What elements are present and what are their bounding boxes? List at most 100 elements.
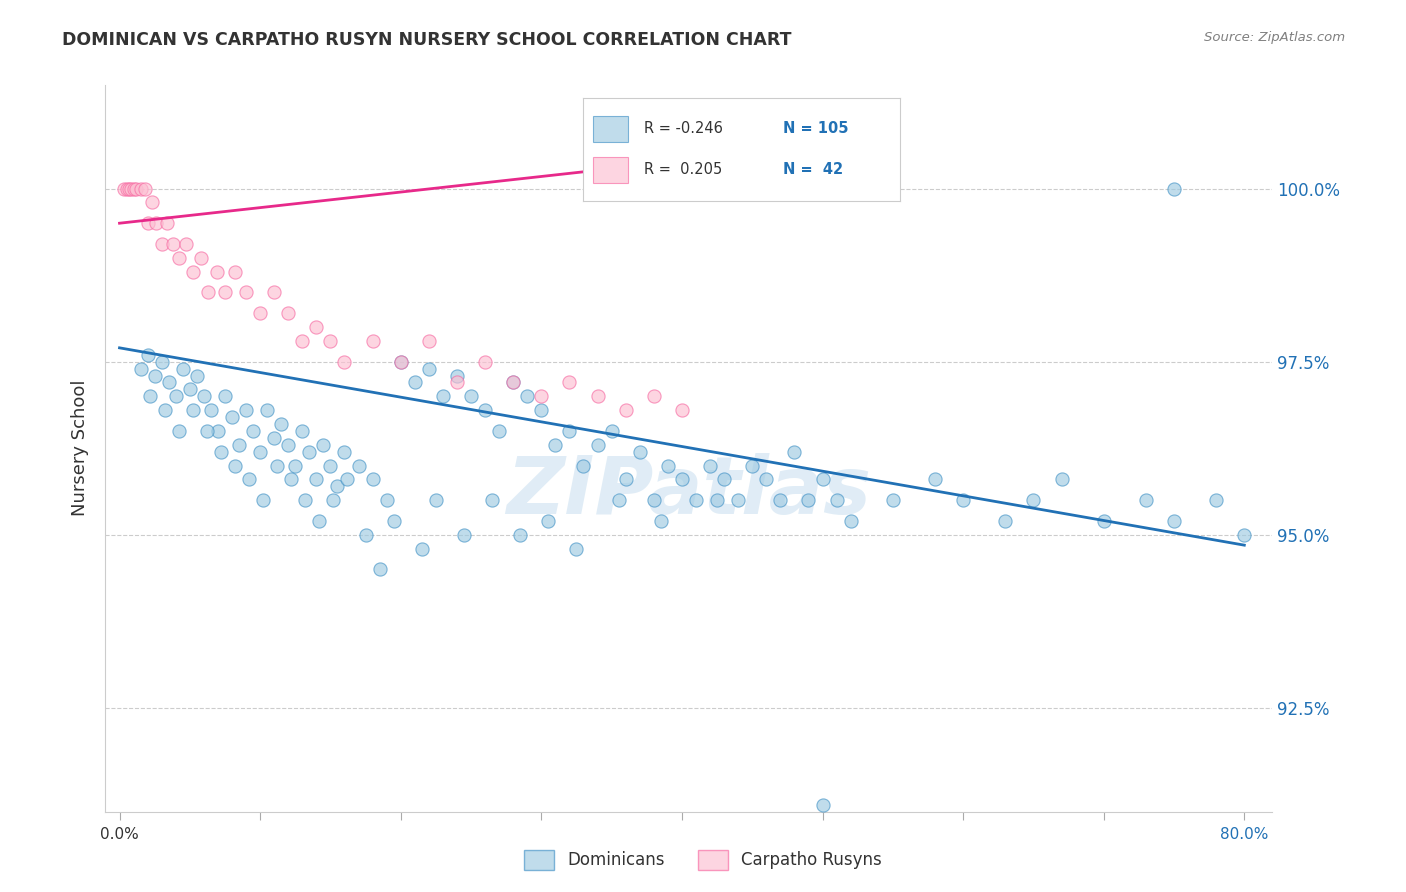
Point (167, 251, 190, 265)
Point (755, 472, 778, 486)
Point (418, 361, 440, 376)
Point (205, 265, 228, 279)
Point (263, 431, 285, 445)
Point (284, 458, 307, 473)
Point (249, 306, 271, 320)
Point (432, 389, 454, 403)
Text: R = -0.246: R = -0.246 (644, 121, 723, 136)
Point (294, 493, 316, 508)
Point (643, 389, 665, 403)
Point (112, 181, 135, 195)
FancyBboxPatch shape (593, 116, 627, 142)
Point (312, 438, 335, 452)
Point (150, 237, 173, 252)
Point (727, 493, 749, 508)
Point (305, 320, 328, 334)
Point (298, 444, 321, 458)
Point (305, 472, 328, 486)
Point (453, 528, 475, 542)
Legend: Dominicans, Carpatho Rusyns: Dominicans, Carpatho Rusyns (517, 843, 889, 877)
Point (713, 472, 735, 486)
Point (193, 389, 215, 403)
Point (614, 472, 637, 486)
Point (235, 285, 257, 300)
Point (1163, 514, 1185, 528)
Point (1135, 493, 1157, 508)
Point (242, 424, 264, 438)
Point (277, 438, 299, 452)
Point (291, 334, 314, 348)
Point (322, 493, 344, 508)
Point (280, 472, 302, 486)
Point (769, 493, 792, 508)
Point (509, 528, 531, 542)
Point (558, 376, 581, 390)
Point (129, 361, 152, 376)
Point (181, 403, 204, 417)
Point (418, 334, 440, 348)
Point (174, 237, 197, 252)
Point (361, 472, 384, 486)
Point (333, 444, 356, 458)
Point (607, 493, 630, 508)
Point (839, 514, 862, 528)
Point (224, 265, 246, 279)
Point (266, 458, 288, 473)
Point (502, 376, 524, 390)
Point (530, 403, 553, 417)
Point (145, 216, 167, 230)
Point (811, 797, 834, 812)
Point (157, 376, 180, 390)
Text: R =  0.205: R = 0.205 (644, 162, 721, 178)
Point (129, 181, 152, 195)
Point (347, 458, 370, 473)
Point (224, 458, 246, 473)
Point (136, 348, 159, 362)
Point (1092, 514, 1115, 528)
Point (165, 389, 187, 403)
Point (474, 354, 496, 368)
Point (544, 438, 567, 452)
Point (411, 541, 433, 556)
Point (143, 368, 166, 383)
Point (179, 383, 201, 397)
Point (336, 472, 359, 486)
Point (783, 444, 806, 458)
Point (122, 181, 145, 195)
Point (209, 444, 232, 458)
Point (125, 181, 148, 195)
Point (249, 444, 271, 458)
Point (460, 389, 482, 403)
Point (952, 493, 974, 508)
Point (1022, 493, 1045, 508)
Y-axis label: Nursery School: Nursery School (72, 380, 90, 516)
Point (139, 389, 162, 403)
Point (153, 403, 176, 417)
Point (118, 181, 141, 195)
Point (134, 181, 156, 195)
Point (558, 424, 581, 438)
Text: 80.0%: 80.0% (1220, 827, 1268, 842)
Point (200, 403, 222, 417)
Point (382, 514, 405, 528)
Text: DOMINICAN VS CARPATHO RUSYN NURSERY SCHOOL CORRELATION CHART: DOMINICAN VS CARPATHO RUSYN NURSERY SCHO… (62, 31, 792, 49)
Point (181, 265, 204, 279)
Point (530, 389, 553, 403)
Point (228, 438, 250, 452)
Point (706, 493, 728, 508)
Point (404, 376, 426, 390)
Point (1163, 181, 1185, 195)
Point (354, 528, 377, 542)
Point (162, 237, 184, 252)
Point (586, 389, 609, 403)
Point (120, 181, 142, 195)
Point (1205, 493, 1227, 508)
Point (361, 334, 384, 348)
Point (924, 472, 946, 486)
Point (207, 424, 229, 438)
Text: Source: ZipAtlas.com: Source: ZipAtlas.com (1205, 31, 1346, 45)
Point (235, 403, 257, 417)
Point (326, 479, 349, 493)
FancyBboxPatch shape (593, 157, 627, 183)
Point (214, 285, 236, 300)
